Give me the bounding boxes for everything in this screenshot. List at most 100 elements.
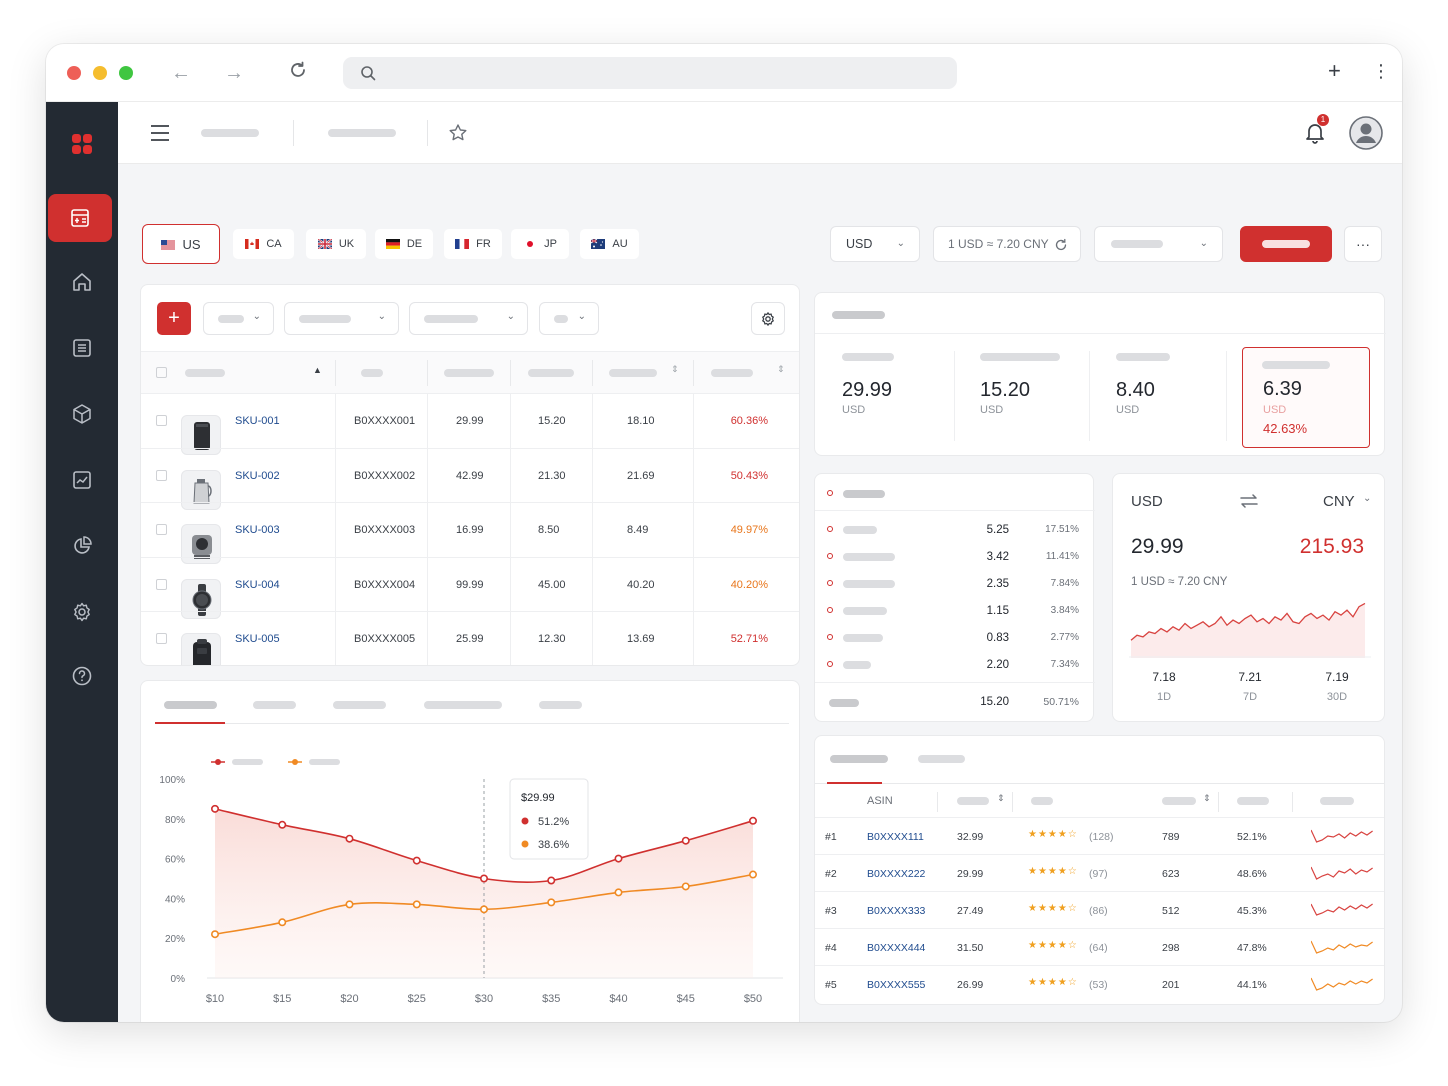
sort-icon[interactable]: ▲ <box>313 365 322 375</box>
ranking-row[interactable]: #2 B0XXXX222 29.99 ★★★★☆ (97) 623 48.6% <box>815 854 1384 891</box>
data-point[interactable] <box>614 854 623 863</box>
sidebar-item-settings[interactable] <box>60 590 104 634</box>
asin-link[interactable]: B0XXXX444 <box>867 942 926 954</box>
ranking-tab-active[interactable] <box>830 755 888 763</box>
sort-icon[interactable]: ⇕ <box>671 364 679 374</box>
market-tab-uk[interactable]: UK <box>305 228 367 260</box>
data-point[interactable] <box>479 874 488 883</box>
table-row[interactable]: SKU-001 B0XXXX001 29.99 15.20 18.10 60.36% <box>141 393 799 455</box>
column-header[interactable] <box>444 369 494 377</box>
sidebar-item-reports[interactable] <box>60 524 104 568</box>
data-point[interactable] <box>681 836 690 845</box>
data-point[interactable] <box>479 905 488 914</box>
sort-icon[interactable]: ⇕ <box>1203 793 1211 803</box>
market-tab-de[interactable]: DE <box>374 228 434 260</box>
sidebar-item-home[interactable] <box>60 260 104 304</box>
market-tab-au[interactable]: AU <box>579 228 640 260</box>
sku-link[interactable]: SKU-003 <box>235 524 280 537</box>
data-point[interactable] <box>748 816 757 825</box>
app-logo[interactable] <box>60 122 104 166</box>
close-window-button[interactable] <box>67 66 81 80</box>
select-all-checkbox[interactable] <box>156 367 167 378</box>
chart-tab[interactable] <box>424 701 502 709</box>
sidebar-item-orders[interactable] <box>60 326 104 370</box>
market-tab-us[interactable]: US <box>142 224 220 264</box>
data-point[interactable] <box>412 856 421 865</box>
browser-menu-icon[interactable]: ⋮ <box>1372 61 1390 81</box>
refresh-icon[interactable] <box>1054 238 1068 252</box>
sidebar-item-analytics[interactable] <box>60 458 104 502</box>
notification-bell[interactable]: 1 <box>1303 114 1329 146</box>
table-settings-button[interactable] <box>751 302 785 335</box>
data-point[interactable] <box>748 870 757 879</box>
column-header[interactable] <box>711 369 753 377</box>
chart-tab[interactable] <box>253 701 296 709</box>
row-checkbox[interactable] <box>156 633 167 645</box>
column-header[interactable] <box>1162 797 1196 805</box>
market-tab-jp[interactable]: JP <box>510 228 570 260</box>
data-point[interactable] <box>547 876 556 885</box>
sku-link[interactable]: SKU-004 <box>235 578 280 591</box>
rate-stat-period[interactable]: 30D <box>1326 691 1348 703</box>
more-options-button[interactable]: ··· <box>1344 226 1382 262</box>
column-header[interactable] <box>1031 797 1053 805</box>
asin-link[interactable]: B0XXXX111 <box>867 831 924 843</box>
row-checkbox[interactable] <box>156 524 167 536</box>
rate-stat-period[interactable]: 1D <box>1156 691 1172 703</box>
ranking-tab[interactable] <box>918 755 965 763</box>
column-header[interactable] <box>361 369 383 377</box>
converter-to-currency[interactable]: CNY <box>1323 493 1355 510</box>
column-header[interactable] <box>1237 797 1269 805</box>
ranking-row[interactable]: #5 B0XXXX555 26.99 ★★★★☆ (53) 201 44.1% <box>815 965 1384 1002</box>
data-point[interactable] <box>681 882 690 891</box>
table-row[interactable]: SKU-003 B0XXXX003 16.99 8.50 8.49 49.97% <box>141 502 799 565</box>
sidebar-item-calculator[interactable] <box>48 194 112 242</box>
period-select[interactable]: ⌄ <box>1094 226 1223 262</box>
converter-from-currency[interactable]: USD <box>1131 493 1163 510</box>
table-row[interactable]: SKU-004 B0XXXX004 99.99 45.00 40.20 40.20% <box>141 556 799 619</box>
breadcrumb-item[interactable] <box>328 129 396 137</box>
column-header[interactable] <box>528 369 574 377</box>
data-point[interactable] <box>278 918 287 927</box>
back-icon[interactable]: ← <box>171 62 191 84</box>
column-header[interactable] <box>609 369 657 377</box>
filter-dropdown[interactable]: ⌄ <box>203 302 274 335</box>
row-checkbox[interactable] <box>156 578 167 590</box>
currency-select[interactable]: USD ⌄ <box>830 226 920 262</box>
hamburger-menu-icon[interactable] <box>150 124 170 142</box>
sku-link[interactable]: SKU-002 <box>235 469 280 482</box>
filter-dropdown[interactable]: ⌄ <box>539 302 599 335</box>
forward-icon[interactable]: → <box>224 62 244 84</box>
data-point[interactable] <box>345 834 354 843</box>
row-checkbox[interactable] <box>156 415 167 426</box>
asin-link[interactable]: B0XXXX555 <box>867 979 926 991</box>
column-header[interactable] <box>1320 797 1354 805</box>
add-product-button[interactable]: + <box>157 302 191 335</box>
market-tab-fr[interactable]: FR <box>443 228 503 260</box>
ranking-row[interactable]: #1 B0XXXX111 32.99 ★★★★☆ (128) 789 52.1% <box>815 817 1384 854</box>
sort-icon[interactable]: ⇕ <box>997 793 1005 803</box>
data-point[interactable] <box>211 804 220 813</box>
user-avatar[interactable] <box>1349 116 1383 150</box>
data-point[interactable] <box>345 900 354 909</box>
market-tab-ca[interactable]: CA <box>232 228 295 260</box>
data-point[interactable] <box>547 898 556 907</box>
row-checkbox[interactable] <box>156 469 167 481</box>
sku-link[interactable]: SKU-005 <box>235 633 280 646</box>
converter-from-value[interactable]: 29.99 <box>1131 535 1184 558</box>
data-point[interactable] <box>614 888 623 897</box>
star-icon[interactable] <box>448 123 468 143</box>
filter-dropdown[interactable]: ⌄ <box>409 302 528 335</box>
chart-tab[interactable] <box>539 701 582 709</box>
column-header[interactable] <box>185 369 225 377</box>
maximize-window-button[interactable] <box>119 66 133 80</box>
ranking-row[interactable]: #3 B0XXXX333 27.49 ★★★★☆ (86) 512 45.3% <box>815 891 1384 928</box>
rate-stat-period[interactable]: 7D <box>1242 691 1258 703</box>
table-row[interactable]: SKU-002 B0XXXX002 42.99 21.30 21.69 50.43% <box>141 447 799 510</box>
ranking-row[interactable]: #4 B0XXXX444 31.50 ★★★★☆ (64) 298 47.8% <box>815 928 1384 965</box>
sku-link[interactable]: SKU-001 <box>235 415 280 427</box>
column-header[interactable] <box>957 797 989 805</box>
data-point[interactable] <box>211 930 220 939</box>
chevron-down-icon[interactable]: ⌄ <box>1363 493 1372 504</box>
sort-icon[interactable]: ⇕ <box>777 364 785 374</box>
